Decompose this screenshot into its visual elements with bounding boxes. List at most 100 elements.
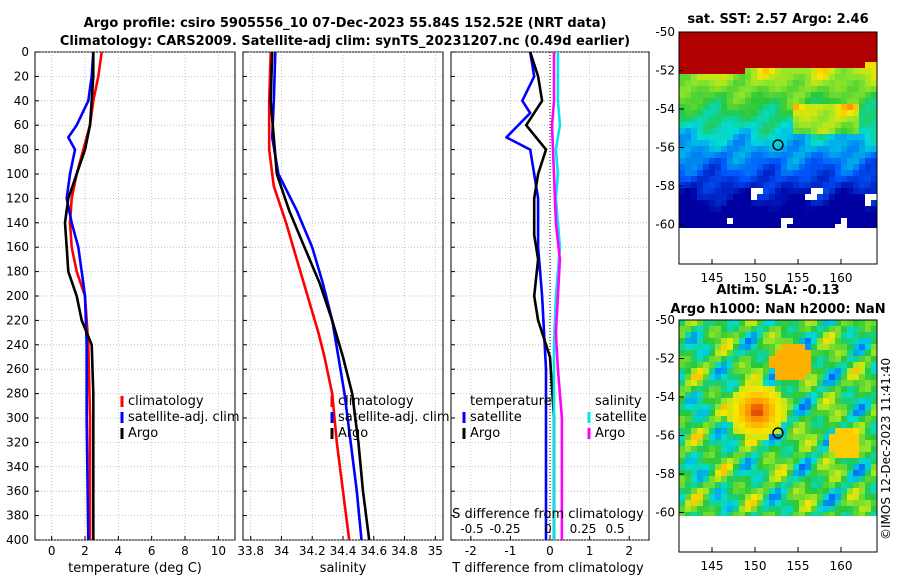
map-cell xyxy=(847,182,853,188)
map-cell xyxy=(679,446,685,452)
x-tick-label: 34 xyxy=(274,544,289,558)
map-cell xyxy=(679,506,685,512)
map-cell xyxy=(853,188,859,194)
map-cell xyxy=(799,452,805,458)
map-cell xyxy=(853,458,859,464)
map-cell xyxy=(727,176,733,182)
map-cell xyxy=(811,116,817,122)
map-cell xyxy=(733,74,739,80)
map-cell xyxy=(859,86,865,92)
map-cell xyxy=(715,428,721,434)
map-cell xyxy=(859,404,865,410)
map-cell xyxy=(769,440,775,446)
map-cell xyxy=(823,500,829,506)
map-cell xyxy=(709,50,715,56)
map-cell xyxy=(697,434,703,440)
map-cell xyxy=(763,212,769,218)
map-cell xyxy=(793,506,799,512)
map-cell xyxy=(817,344,823,350)
map-cell xyxy=(697,32,703,38)
map-cell xyxy=(823,458,829,464)
map-cell xyxy=(853,494,859,500)
map-cell xyxy=(805,506,811,512)
map-cell xyxy=(691,500,697,506)
map-cell xyxy=(739,110,745,116)
map-cell xyxy=(691,110,697,116)
map-cell xyxy=(751,434,757,440)
map-cell xyxy=(841,128,847,134)
map-cell xyxy=(781,212,787,218)
map-cell xyxy=(823,206,829,212)
map-cell xyxy=(853,392,859,398)
map-cell xyxy=(721,134,727,140)
map-cell xyxy=(781,200,787,206)
map-cell xyxy=(769,68,775,74)
map-cell xyxy=(799,194,805,200)
map-cell xyxy=(763,92,769,98)
map-cell xyxy=(871,152,877,158)
map-cell xyxy=(757,494,763,500)
map-cell xyxy=(709,32,715,38)
map-cell xyxy=(781,56,787,62)
map-cell xyxy=(733,440,739,446)
map-cell xyxy=(829,476,835,482)
map-cell xyxy=(679,128,685,134)
map-cell xyxy=(865,326,871,332)
map-cell xyxy=(745,350,751,356)
map-cell xyxy=(781,470,787,476)
map-cell xyxy=(757,80,763,86)
map-cell xyxy=(871,452,877,458)
map-cell xyxy=(865,482,871,488)
map-cell xyxy=(793,38,799,44)
map-cell xyxy=(775,206,781,212)
map-cell xyxy=(709,104,715,110)
legend-label: satellite-adj. clim xyxy=(128,410,240,425)
map-cell xyxy=(805,158,811,164)
map-cell xyxy=(829,188,835,194)
map-cell xyxy=(853,56,859,62)
map-cell xyxy=(787,410,793,416)
difference-panel: -2 -1 0 1 2-0.5 -0.25 0 0.25 0.5 S difference fr… xyxy=(450,51,650,576)
map-cell xyxy=(769,422,775,428)
map-cell xyxy=(847,404,853,410)
map-cell xyxy=(835,500,841,506)
map-cell xyxy=(865,176,871,182)
map-cell xyxy=(835,176,841,182)
map-cell xyxy=(811,356,817,362)
map-cell xyxy=(781,140,787,146)
map-cell xyxy=(859,452,865,458)
map-cell xyxy=(871,140,877,146)
map-cell xyxy=(697,344,703,350)
map-cell xyxy=(757,98,763,104)
map-cell xyxy=(679,56,685,62)
map-cell xyxy=(865,386,871,392)
map-cell xyxy=(841,320,847,326)
map-cell xyxy=(859,440,865,446)
map-cell xyxy=(829,152,835,158)
y-tick-label: 360 xyxy=(6,484,29,498)
map-cell xyxy=(853,68,859,74)
map-cell xyxy=(715,488,721,494)
map-cell xyxy=(757,218,763,224)
map-x-tick-label: 155 xyxy=(787,271,810,285)
map-cell xyxy=(775,140,781,146)
map-cell xyxy=(763,452,769,458)
map-cell xyxy=(847,362,853,368)
map-cell xyxy=(787,164,793,170)
map-cell xyxy=(781,86,787,92)
map-cell xyxy=(739,476,745,482)
map-cell xyxy=(763,482,769,488)
map-cell xyxy=(751,140,757,146)
map-cell xyxy=(763,488,769,494)
map-cell xyxy=(745,98,751,104)
map-cell xyxy=(793,398,799,404)
map-cell xyxy=(805,194,811,200)
map-cell xyxy=(811,128,817,134)
map-cell xyxy=(703,110,709,116)
salinity-panel: 33.8 34 34.2 34.4 34.6 34.8 35 salinity climat… xyxy=(237,51,450,576)
map-cell xyxy=(703,170,709,176)
map-cell xyxy=(823,344,829,350)
map-cell xyxy=(751,152,757,158)
map-cell xyxy=(865,164,871,170)
map-cell xyxy=(775,494,781,500)
